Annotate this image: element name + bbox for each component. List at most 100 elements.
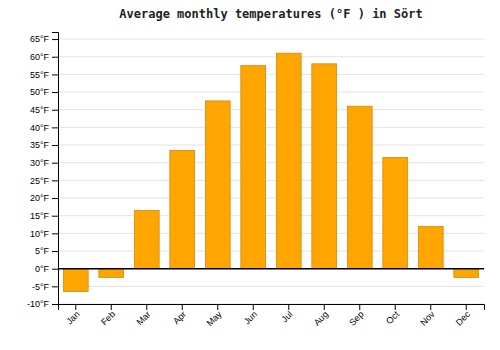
y-tick-label: 35°F xyxy=(30,140,50,150)
y-tick-label: -5°F xyxy=(32,282,50,292)
x-tick: Jan xyxy=(64,304,81,326)
y-tick: 20°F xyxy=(30,193,58,203)
y-tick: 15°F xyxy=(30,211,58,221)
bar xyxy=(134,210,159,268)
y-tick-mark xyxy=(52,110,58,111)
y-tick-mark xyxy=(52,251,58,252)
y-tick-mark xyxy=(52,127,58,128)
x-tick-label: Sep xyxy=(347,309,365,327)
grid-line xyxy=(58,92,484,93)
y-tick: 40°F xyxy=(30,123,58,133)
bar xyxy=(347,106,372,268)
x-tick-label: Oct xyxy=(384,309,401,326)
y-tick-label: 50°F xyxy=(30,87,50,97)
grid-line xyxy=(58,286,484,287)
x-tick-mark xyxy=(430,304,431,310)
bars xyxy=(63,53,478,291)
x-tick-mark xyxy=(359,304,360,310)
y-tick-label: 30°F xyxy=(30,158,50,168)
x-tick-mark xyxy=(182,304,183,310)
x-tick-mark xyxy=(466,304,467,310)
y-tick-label: 25°F xyxy=(30,176,50,186)
y-tick: 55°F xyxy=(30,70,58,80)
y-tick-mark xyxy=(52,180,58,181)
grid-line xyxy=(58,56,484,57)
grid xyxy=(58,39,484,304)
x-axis-line xyxy=(59,305,485,311)
bar xyxy=(241,66,266,269)
bar xyxy=(99,269,124,278)
y-tick-mark xyxy=(52,304,58,305)
y-axis: -10°F-5°F0°F5°F10°F15°F20°F25°F30°F35°F4… xyxy=(27,33,59,310)
title: Average monthly temperatures (°F ) in Sö… xyxy=(119,7,422,21)
x-axis: Jan Feb Mar Apr May Jun Jul Aug Sep Oct Nov Dec xyxy=(59,304,485,328)
x-tick: Dec xyxy=(454,304,473,328)
y-tick: 45°F xyxy=(30,105,58,115)
y-tick: 5°F xyxy=(35,246,58,256)
grid-line xyxy=(58,127,484,128)
y-tick-label: 15°F xyxy=(30,211,50,221)
x-tick: Nov xyxy=(418,304,437,328)
y-tick-label: 5°F xyxy=(35,246,50,256)
y-tick-mark xyxy=(52,39,58,40)
y-tick-mark xyxy=(52,57,58,58)
bar xyxy=(383,157,408,268)
x-tick-label: Nov xyxy=(418,309,437,328)
y-tick-label: 40°F xyxy=(30,123,50,133)
y-tick: 60°F xyxy=(30,52,58,62)
x-tick-label: Apr xyxy=(171,309,188,326)
grid-line xyxy=(58,198,484,199)
x-tick-label: Jan xyxy=(64,309,81,326)
bar xyxy=(312,64,337,269)
grid-line xyxy=(58,162,484,163)
zero-line xyxy=(58,268,484,270)
y-tick-mark xyxy=(52,92,58,93)
y-tick-label: 45°F xyxy=(30,105,50,115)
x-tick-label: May xyxy=(205,309,224,328)
y-tick: 30°F xyxy=(30,158,58,168)
x-tick: Mar xyxy=(135,304,153,327)
x-tick: Jun xyxy=(242,304,259,326)
y-tick-label: 55°F xyxy=(30,70,50,80)
y-tick-label: -10°F xyxy=(27,299,50,309)
y-tick-mark xyxy=(52,233,58,234)
grid-line xyxy=(58,74,484,75)
grid-line xyxy=(58,145,484,146)
grid-line xyxy=(58,180,484,181)
chart: Average monthly temperatures (°F ) in Sö… xyxy=(0,0,500,350)
x-tick: Sep xyxy=(347,304,365,328)
x-tick-label: Jun xyxy=(242,309,259,326)
y-tick-mark xyxy=(52,163,58,164)
x-tick-mark xyxy=(111,304,112,310)
y-tick-mark xyxy=(52,286,58,287)
x-tick-label: Dec xyxy=(454,309,473,328)
y-tick-label: 0°F xyxy=(35,264,50,274)
x-tick-mark xyxy=(146,304,147,310)
x-tick: Aug xyxy=(312,304,330,328)
grid-line xyxy=(58,109,484,110)
x-tick-mark xyxy=(253,304,254,310)
x-tick-mark xyxy=(395,304,396,310)
x-tick: May xyxy=(205,304,224,328)
bar xyxy=(205,101,230,269)
plot: -10°F-5°F0°F5°F10°F15°F20°F25°F30°F35°F4… xyxy=(27,33,485,329)
grid-line xyxy=(58,268,484,269)
x-tick-label: Aug xyxy=(312,309,330,327)
y-tick-mark xyxy=(52,74,58,75)
y-tick-mark xyxy=(52,269,58,270)
y-tick-mark xyxy=(52,198,58,199)
x-tick: Feb xyxy=(99,304,117,327)
y-tick-label: 65°F xyxy=(30,34,50,44)
x-tick-label: Jul xyxy=(279,309,294,324)
grid-line xyxy=(58,39,484,40)
y-tick: 65°F xyxy=(30,34,58,44)
x-tick-mark xyxy=(324,304,325,310)
x-tick: Apr xyxy=(171,304,188,326)
y-tick: 25°F xyxy=(30,176,58,186)
bar xyxy=(418,226,443,268)
x-tick: Oct xyxy=(384,304,401,326)
grid-line xyxy=(58,215,484,216)
bar xyxy=(63,269,88,292)
bar xyxy=(454,269,479,278)
y-axis-line xyxy=(52,33,59,305)
